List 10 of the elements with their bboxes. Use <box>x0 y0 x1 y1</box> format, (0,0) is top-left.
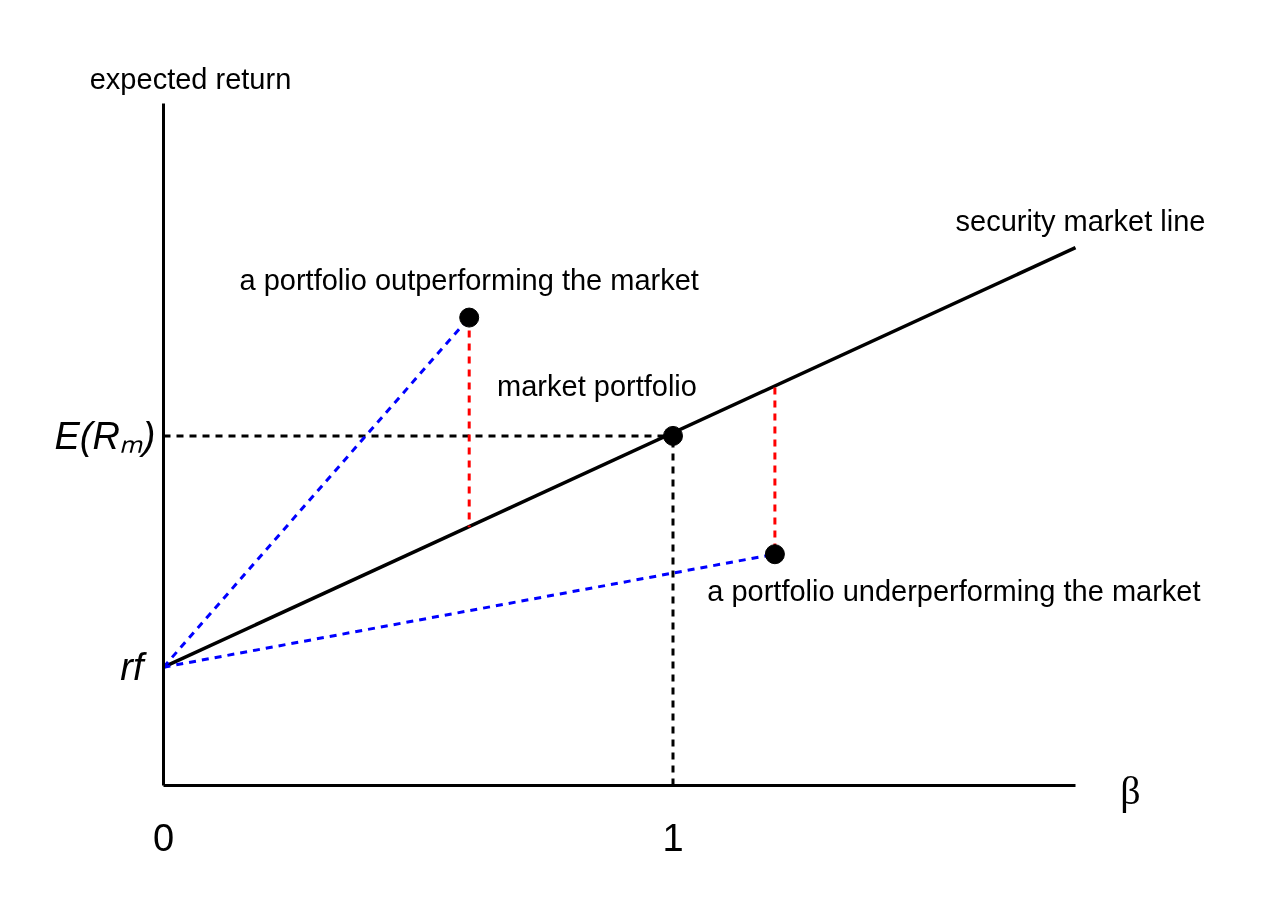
text: expected return <box>89 62 292 95</box>
x-tick-label: 1 <box>662 816 684 859</box>
x-axis-title: β <box>1120 768 1141 813</box>
series-label: market portfolio <box>497 369 697 402</box>
series-label: a portfolio outperforming the market <box>239 263 699 296</box>
annotation: rf <box>120 646 147 689</box>
series-label: security market line <box>955 204 1206 237</box>
text: a portfolio underperforming the market <box>707 575 1201 608</box>
x-tick-label: 0 <box>152 816 175 859</box>
annotation: E(Rₘ) <box>54 414 156 457</box>
